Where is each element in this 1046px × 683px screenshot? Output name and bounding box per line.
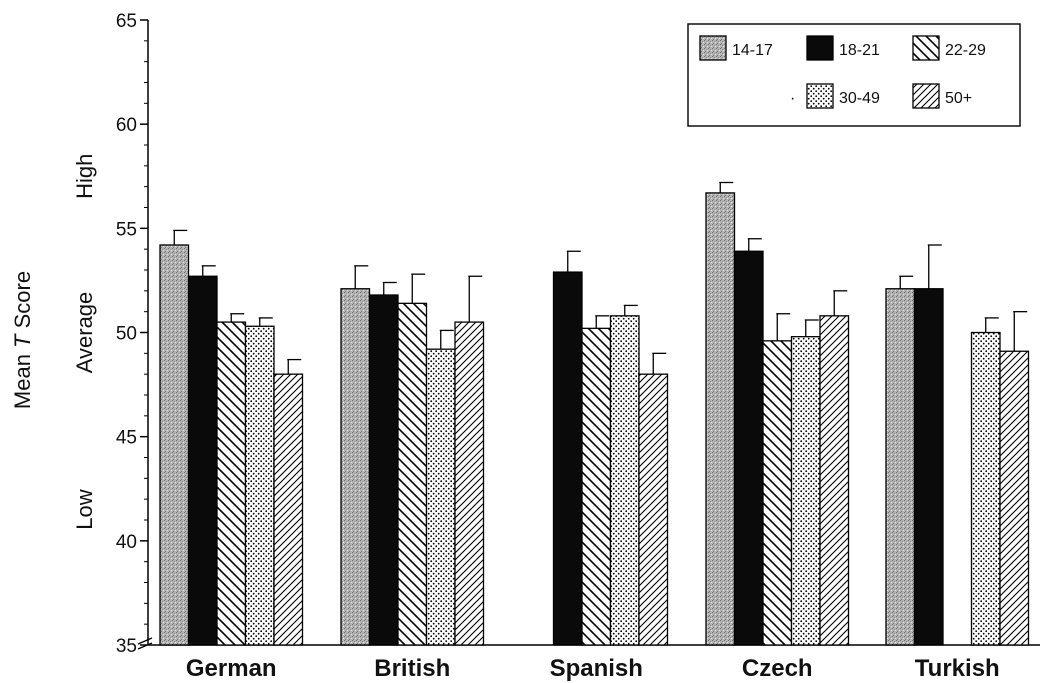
bar [454,321,485,646]
bar [733,250,764,646]
y-axis-label: Mean T Score [10,271,35,409]
bar [216,321,247,646]
bar [368,294,399,646]
legend-label: 18-21 [839,42,880,59]
y-tick-label: 50 [116,324,137,345]
legend-label: 50+ [945,90,972,107]
bar [340,288,371,646]
y-tick-label: 65 [116,11,137,32]
x-tick-label: Czech [742,655,813,682]
x-tick-label: Turkish [915,655,1000,682]
bar-group-spanish [552,250,669,646]
bar [397,302,428,646]
bar-group-turkish [885,244,1030,646]
bar [999,350,1030,646]
bar-group-british [340,265,485,646]
legend: 14-17 18-21 22-29 30-49 50+ · [687,23,1021,127]
bar [581,327,612,646]
y-tick-label: 35 [116,636,137,657]
legend-swatch [699,35,727,61]
bar-group-czech [705,181,850,646]
level-label: High [72,154,97,199]
bar [705,192,736,646]
x-tick-label: German [186,655,277,682]
legend-label: 30-49 [839,90,880,107]
axis-break-mark [137,637,153,650]
legend-item: 50+ [912,83,972,109]
bar [187,275,218,646]
x-tick-label: British [374,655,450,682]
legend-swatch [912,35,940,61]
bars: German British Spanish Czech Turkish [159,181,1030,682]
y-tick-label: 55 [116,219,137,240]
legend-item: 14-17 [699,35,773,61]
bar [790,336,821,646]
bar [970,331,1001,646]
bar [552,271,583,646]
bar [159,244,190,646]
axis-labels: Mean T Score [10,271,35,409]
legend-swatch [806,83,834,109]
legend-box [687,23,1021,127]
level-label: Average [72,292,97,374]
legend-swatch [806,35,834,61]
legend-stray-mark: · [790,90,795,107]
bar [885,288,916,646]
legend-swatch [912,83,940,109]
bar [762,340,793,646]
bar [609,315,640,646]
x-tick-label: Spanish [550,655,643,682]
level-label: Low [72,489,97,529]
legend-item: 22-29 [912,35,986,61]
legend-label: 14-17 [732,42,773,59]
y-tick-label: 45 [116,428,137,449]
legend-item: 18-21 [806,35,880,61]
bar [819,315,850,646]
bar-group-german [159,229,304,646]
legend-item: 30-49 [806,83,880,109]
y-tick-label: 40 [116,532,137,553]
bar [638,373,669,646]
legend-label: 22-29 [945,42,986,59]
y-tick-label: 60 [116,115,137,136]
bar [913,288,944,646]
bar [244,325,275,646]
bar [425,348,456,646]
bar [273,373,304,646]
